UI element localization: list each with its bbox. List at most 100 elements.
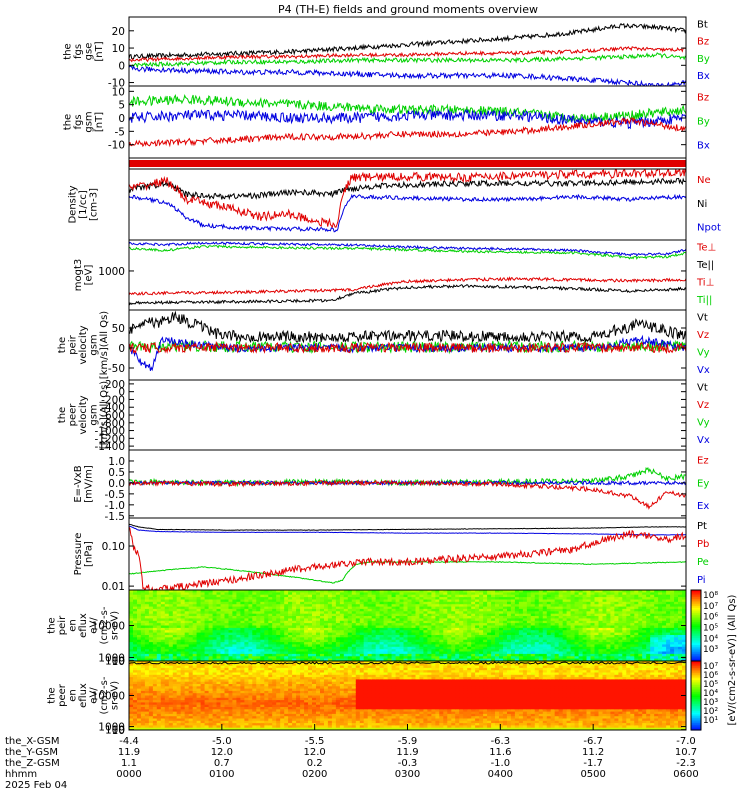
spectrogram-cell bbox=[133, 702, 138, 706]
spectrogram-cell bbox=[447, 627, 452, 631]
spectrogram-cell bbox=[172, 711, 178, 715]
spectrogram-cell bbox=[304, 637, 309, 641]
ylabel-line: the bbox=[47, 617, 58, 633]
spectrogram-cell bbox=[137, 725, 142, 729]
spectrogram-cell bbox=[144, 611, 150, 615]
spectrogram-cell bbox=[188, 693, 194, 697]
spectrogram-cell bbox=[371, 627, 377, 631]
spectrogram-cell bbox=[415, 653, 421, 657]
spectrogram-cell bbox=[260, 646, 265, 650]
series-Pi bbox=[129, 525, 686, 536]
spectrogram-cell bbox=[335, 653, 341, 657]
spectrogram-cell bbox=[144, 667, 150, 671]
spectrogram-cell bbox=[276, 625, 281, 629]
spectrogram-cell bbox=[224, 632, 230, 636]
spectrogram-cell bbox=[168, 594, 174, 598]
spectrogram-cell bbox=[479, 646, 484, 650]
spectrogram-cell bbox=[606, 620, 611, 624]
spectrogram-cell bbox=[292, 637, 297, 641]
spectrogram-cell bbox=[172, 725, 178, 729]
spectrogram-cell bbox=[514, 623, 520, 627]
spectrogram-cell bbox=[232, 630, 237, 634]
spectrogram-cell bbox=[236, 611, 241, 615]
spectrogram-cell bbox=[463, 601, 468, 605]
spectrogram-cell bbox=[188, 637, 194, 641]
spectrogram-cell bbox=[133, 709, 138, 713]
spectrogram-cell bbox=[439, 613, 444, 617]
spectrogram-cell bbox=[264, 608, 269, 612]
spectrogram-cell bbox=[212, 601, 218, 605]
spectrogram-cell bbox=[383, 646, 389, 650]
spectrogram-cell bbox=[630, 630, 635, 634]
spectrogram-cell bbox=[367, 635, 373, 638]
spectrogram-cell bbox=[152, 672, 158, 676]
spectrogram-cell bbox=[610, 604, 615, 608]
spectrogram-cell bbox=[646, 642, 651, 646]
spectrogram-cell bbox=[280, 627, 285, 631]
spectrogram-cell bbox=[443, 627, 448, 631]
spectrogram-cell bbox=[479, 606, 484, 610]
spectrogram-cell bbox=[594, 594, 600, 598]
spectrogram-cell bbox=[133, 707, 138, 710]
spectrogram-cell bbox=[471, 639, 476, 643]
spectrogram-cell bbox=[176, 677, 182, 680]
spectrogram-cell bbox=[510, 646, 516, 650]
spectrogram-cell bbox=[160, 684, 166, 687]
spectrogram-cell bbox=[148, 711, 154, 715]
spectrogram-cell bbox=[586, 637, 592, 641]
ytick-label: 0.0 bbox=[108, 478, 125, 490]
spectrogram-cell bbox=[240, 630, 245, 634]
spectrogram-cell bbox=[371, 616, 377, 619]
spectrogram-cell bbox=[192, 656, 198, 660]
spectrogram-cell bbox=[152, 702, 158, 706]
spectrogram-cell bbox=[172, 667, 178, 671]
spectrogram-cell bbox=[133, 594, 138, 598]
legend-Pt: Pt bbox=[697, 521, 707, 532]
spectrogram-cell bbox=[391, 653, 397, 657]
spectrogram-cell bbox=[375, 613, 381, 617]
spectrogram-cell bbox=[471, 616, 476, 619]
spectrogram-cell bbox=[419, 620, 424, 624]
spectrogram-cell bbox=[359, 604, 365, 608]
spectrogram-cell bbox=[634, 642, 639, 646]
spectrogram-cell bbox=[308, 637, 313, 641]
spectrogram-cell bbox=[479, 608, 484, 612]
spectrogram-cell bbox=[137, 674, 142, 678]
spectrogram-cell bbox=[172, 709, 178, 713]
spectrogram-cell bbox=[129, 674, 134, 678]
spectrogram-cell bbox=[574, 630, 580, 634]
ylabel-line: mogt3 bbox=[73, 259, 84, 292]
spectrogram-cell bbox=[407, 590, 413, 593]
spectrogram-cell bbox=[160, 681, 166, 685]
spectrogram-cell bbox=[618, 620, 623, 624]
spectrogram-cell bbox=[331, 646, 337, 650]
spectrogram-cell bbox=[184, 620, 190, 624]
spectrogram-cell bbox=[455, 604, 460, 608]
spectrogram-cell bbox=[133, 667, 138, 671]
spectrogram-cell bbox=[184, 616, 190, 619]
spectrogram-cell bbox=[638, 606, 643, 610]
spectrogram-cell bbox=[184, 711, 190, 715]
spectrogram-cell bbox=[534, 639, 540, 643]
spectrogram-cell bbox=[558, 594, 564, 598]
spectrogram-cell bbox=[459, 651, 464, 655]
spectrogram-cell bbox=[578, 592, 584, 596]
spectrogram-cell bbox=[443, 592, 448, 596]
spectrogram-cell bbox=[192, 695, 198, 699]
spectrogram-cell bbox=[268, 606, 273, 610]
spectrogram-cell bbox=[129, 688, 134, 692]
spectrogram-cell bbox=[451, 592, 456, 596]
spectrogram-cell bbox=[622, 635, 627, 638]
spectrogram-cell bbox=[463, 616, 468, 619]
spectrogram-cell bbox=[562, 639, 568, 643]
spectrogram-cell bbox=[152, 611, 158, 615]
spectrogram-cell bbox=[343, 606, 349, 610]
ytick-label: -5 bbox=[115, 126, 125, 138]
spectrogram-cell bbox=[176, 693, 182, 697]
spectrogram-cell bbox=[654, 651, 659, 655]
spectrogram-cell bbox=[383, 613, 389, 617]
spectrogram-cell bbox=[658, 597, 663, 601]
spectrogram-cell bbox=[618, 646, 623, 650]
spectrogram-cell bbox=[507, 620, 512, 624]
spectrogram-cell bbox=[375, 649, 381, 653]
